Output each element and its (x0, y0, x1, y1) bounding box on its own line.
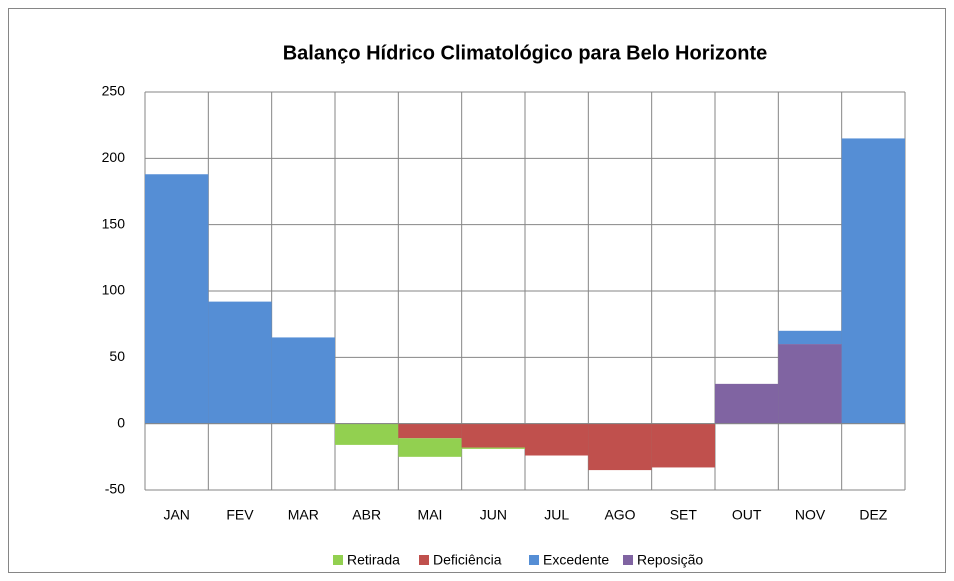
x-tick-label: ABR (352, 507, 381, 523)
x-tick-label: FEV (226, 507, 254, 523)
legend-swatch (529, 555, 539, 565)
bar-segment (588, 423, 652, 471)
bar-segment (335, 423, 399, 445)
bar-segment (715, 383, 779, 424)
x-tick-label: DEZ (859, 507, 887, 523)
x-tick-label: NOV (795, 507, 826, 523)
y-tick-label: 100 (102, 282, 126, 298)
x-tick-label: MAI (418, 507, 443, 523)
x-tick-label: AGO (604, 507, 635, 523)
bar-segment (651, 423, 715, 468)
x-tick-label: JUN (480, 507, 507, 523)
legend-label: Deficiência (433, 552, 502, 568)
bar-segment (778, 330, 842, 345)
legend-swatch (623, 555, 633, 565)
legend-label: Retirada (347, 552, 400, 568)
y-tick-label: 250 (102, 83, 126, 99)
chart-title: Balanço Hídrico Climatológico para Belo … (283, 42, 768, 64)
y-tick-label: 0 (117, 414, 125, 430)
legend-label: Reposição (637, 552, 703, 568)
x-tick-label: JAN (163, 507, 189, 523)
bar-segment (778, 344, 842, 424)
bar-segment (398, 423, 462, 439)
bar-segment (145, 174, 209, 424)
bar-segment (461, 423, 525, 448)
y-tick-label: 200 (102, 149, 126, 165)
y-tick-label: -50 (105, 481, 125, 497)
bar-segment (525, 423, 589, 456)
x-tick-label: OUT (732, 507, 762, 523)
legend-swatch (333, 555, 343, 565)
y-tick-label: 50 (109, 348, 125, 364)
bar-segment (271, 337, 335, 424)
y-tick-label: 150 (102, 215, 126, 231)
bar-segment (461, 447, 525, 449)
x-tick-label: JUL (544, 507, 569, 523)
bar-segment (841, 138, 905, 424)
legend-swatch (419, 555, 429, 565)
x-tick-label: MAR (288, 507, 319, 523)
bar-segment (208, 301, 272, 424)
bar-segment (398, 438, 462, 457)
legend-label: Excedente (543, 552, 609, 568)
x-tick-label: SET (670, 507, 698, 523)
